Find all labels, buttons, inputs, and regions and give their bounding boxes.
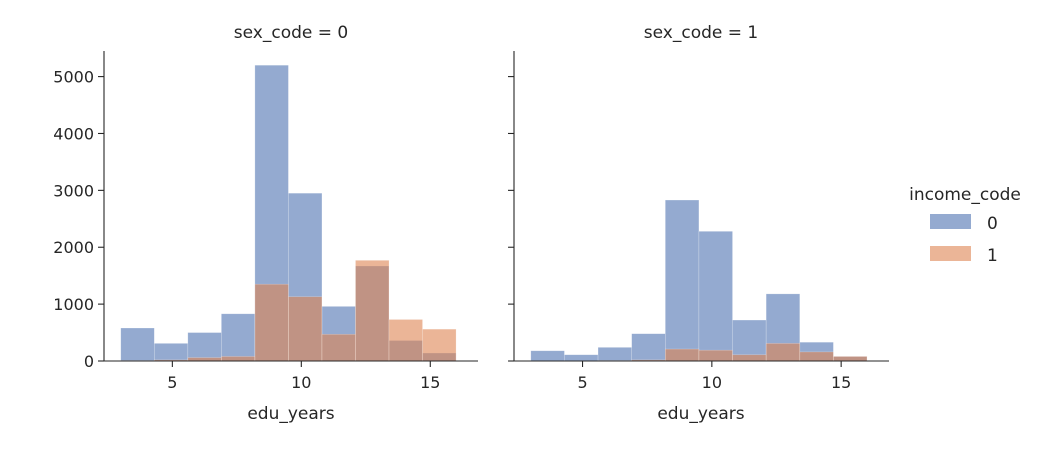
bar-income-1-bin-9 <box>422 328 457 362</box>
bar-income-0-bin-0 <box>120 327 155 362</box>
x-tick-label: 5 <box>167 373 177 392</box>
bar-income-0-bin-1 <box>154 343 189 362</box>
histogram-bars <box>120 64 457 362</box>
bar-income-1-bin-7 <box>355 260 390 362</box>
x-tick-label: 15 <box>831 373 851 392</box>
bar-income-1-bin-5 <box>698 349 733 362</box>
x-tick-label: 10 <box>291 373 311 392</box>
y-tick-label: 1000 <box>53 295 94 314</box>
legend: income_code 0 1 <box>909 185 1021 266</box>
bar-income-1-bin-8 <box>799 351 834 362</box>
x-axis-title: edu_years <box>247 404 334 424</box>
panel-title: sex_code = 0 <box>234 23 348 43</box>
bar-income-1-bin-6 <box>321 333 356 362</box>
x-tick-label: 10 <box>702 373 722 392</box>
bar-income-0-bin-2 <box>187 332 222 362</box>
legend-label-0: 0 <box>987 214 998 234</box>
bar-income-1-bin-4 <box>254 283 289 362</box>
axes: 5 10 15 0 1000 2000 3000 4000 5000 <box>53 51 478 392</box>
bar-income-0-bin-4 <box>664 199 700 362</box>
bar-income-0-bin-1 <box>564 354 599 362</box>
bar-income-1-bin-8 <box>388 319 423 362</box>
panel-sex-code-1: sex_code = 1 5 10 15 edu_years <box>508 23 889 424</box>
y-tick-label: 4000 <box>53 124 94 143</box>
x-tick-label: 15 <box>420 373 440 392</box>
bar-income-0-bin-3 <box>221 313 256 362</box>
bar-income-0-bin-3 <box>631 333 666 362</box>
bar-income-0-bin-0 <box>530 350 565 362</box>
legend-label-1: 1 <box>987 246 998 266</box>
x-axis-title: edu_years <box>657 404 744 424</box>
axes: 5 10 15 <box>508 51 889 392</box>
y-tick-label: 2000 <box>53 238 94 257</box>
x-tick-label: 5 <box>577 373 587 392</box>
legend-title: income_code <box>909 185 1021 205</box>
bar-income-0-bin-5 <box>698 231 733 362</box>
y-tick-label: 0 <box>84 352 94 371</box>
histogram-bars <box>530 199 868 362</box>
bar-income-0-bin-6 <box>732 319 767 362</box>
panel-sex-code-0: sex_code = 0 5 10 15010002000300040005000 … <box>53 23 478 424</box>
y-tick-label: 5000 <box>53 68 94 87</box>
bar-income-1-bin-7 <box>765 343 801 362</box>
legend-swatch-0 <box>930 214 971 229</box>
bar-income-1-bin-9 <box>833 356 868 362</box>
bar-income-0-bin-2 <box>597 347 632 362</box>
panel-title: sex_code = 1 <box>644 23 758 43</box>
y-tick-label: 3000 <box>53 181 94 200</box>
bar-income-1-bin-6 <box>732 354 767 362</box>
bar-income-1-bin-5 <box>288 296 323 362</box>
legend-swatch-1 <box>930 246 971 261</box>
bar-income-1-bin-4 <box>664 348 700 362</box>
bar-income-1-bin-3 <box>221 356 256 362</box>
